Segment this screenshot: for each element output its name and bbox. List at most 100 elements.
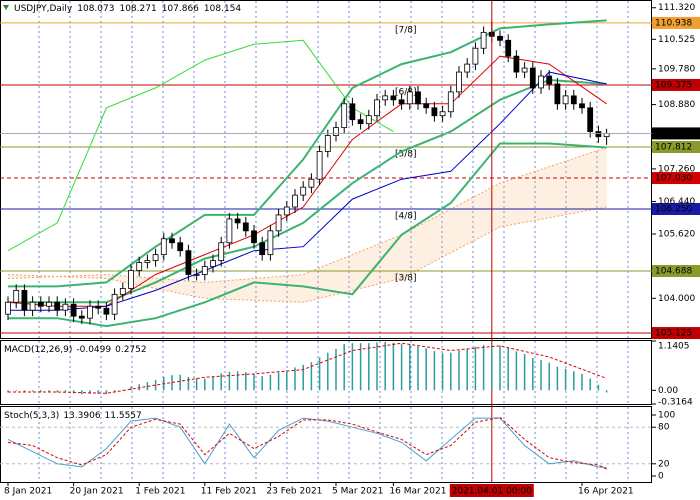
candle-body xyxy=(349,103,356,121)
candle-body xyxy=(595,131,602,138)
y-tick-label: 107.260 xyxy=(658,164,695,174)
y-tick-label: 108.880 xyxy=(658,100,695,110)
x-tick-label: 16 Mar 2021 xyxy=(389,487,446,497)
candle-body xyxy=(54,301,61,311)
candle-body xyxy=(374,99,380,117)
candle-body xyxy=(431,107,438,117)
candle-body xyxy=(128,270,134,289)
candle-body xyxy=(341,103,348,129)
cloud-edge xyxy=(7,147,607,283)
level-tag: [5/8] xyxy=(395,149,417,159)
x-tick-label: 20 Jan 2021 xyxy=(70,487,124,497)
candle-body xyxy=(505,39,512,57)
y-tick-label: -0.3164 xyxy=(658,398,693,408)
indicator-line xyxy=(7,416,607,470)
candle-body xyxy=(259,242,266,256)
candle-body xyxy=(62,303,69,311)
candle-body xyxy=(103,307,110,315)
indicator-line xyxy=(8,19,607,288)
crosshair-label: 2021.04.01 00:00 xyxy=(452,487,533,497)
candle-body xyxy=(521,67,528,73)
candle-body xyxy=(456,71,462,93)
candle-body xyxy=(275,214,282,232)
x-tick-label: 1 Feb 2021 xyxy=(135,487,185,497)
candle-body xyxy=(87,305,93,319)
title-part: Stoch(5,3,3) xyxy=(4,411,59,421)
level-value: 104.688 xyxy=(655,266,692,276)
candle-body xyxy=(169,238,175,244)
x-tick-label: 11 Feb 2021 xyxy=(201,487,257,497)
panel-title: Stoch(5,3,3) 13.3906 11.5557 xyxy=(4,411,142,421)
candle-body xyxy=(423,103,430,109)
level-box xyxy=(652,140,700,153)
header-part: USDJPY,Daily xyxy=(14,4,73,14)
y-tick-label: 111.320 xyxy=(658,3,695,13)
title-part: 0.2752 xyxy=(115,345,147,355)
candle-body xyxy=(78,315,85,319)
level-box xyxy=(652,78,700,91)
indicator-line xyxy=(8,142,607,328)
candle-body xyxy=(365,115,372,125)
candle-body xyxy=(193,274,200,276)
y-tick-label: 80 xyxy=(658,423,670,433)
level-value: 106.250 xyxy=(655,204,692,214)
indicator-line xyxy=(7,39,394,252)
candle-body xyxy=(480,31,487,49)
candle-body xyxy=(439,111,446,117)
level-value: 107.812 xyxy=(655,142,692,152)
macd-panel xyxy=(0,340,652,405)
candle-body xyxy=(160,238,167,256)
title-part: 13.3906 xyxy=(63,411,100,421)
crosshair-box xyxy=(449,484,534,497)
level-box xyxy=(652,264,700,277)
candle-body xyxy=(13,289,20,303)
candle-body xyxy=(316,151,323,180)
level-value: 107.030 xyxy=(655,174,692,184)
candle-body xyxy=(37,301,44,307)
y-tick-label: 106.440 xyxy=(658,197,695,207)
candle-body xyxy=(603,133,610,138)
y-tick-label: 100 xyxy=(658,411,675,421)
candle-body xyxy=(136,262,143,271)
candle-body xyxy=(46,301,52,307)
candle-body xyxy=(587,107,594,132)
level-box xyxy=(652,172,700,185)
candle-body xyxy=(283,206,290,216)
x-tick-label: 23 Feb 2021 xyxy=(266,487,322,497)
candle-body xyxy=(579,103,585,109)
candle-body xyxy=(308,178,315,188)
y-tick-label: 0.00 xyxy=(658,386,678,396)
cloud-fill xyxy=(8,147,607,303)
price-panel xyxy=(0,0,652,339)
candle-body xyxy=(152,254,159,261)
y-tick-label: 105.620 xyxy=(658,230,695,240)
candle-body xyxy=(324,135,331,152)
candle-body xyxy=(177,242,184,252)
header-part: 108.073 xyxy=(77,4,114,14)
candle-body xyxy=(333,127,339,136)
x-tick-label: 8 Jan 2021 xyxy=(4,487,52,497)
candle-body xyxy=(201,266,208,275)
y-tick-label: 109.780 xyxy=(658,64,695,74)
candle-body xyxy=(185,250,192,275)
candle-body xyxy=(357,119,364,125)
candle-body xyxy=(21,289,28,311)
title-part: -0.0499 xyxy=(76,345,111,355)
level-tag: [7/8] xyxy=(395,25,417,35)
y-tick-label: 104.000 xyxy=(658,294,695,304)
candle-body xyxy=(513,55,520,73)
candle-body xyxy=(497,35,503,41)
candle-body xyxy=(111,293,118,315)
x-tick-label: 5 Mar 2021 xyxy=(332,487,383,497)
candle-body xyxy=(251,230,257,244)
panel-title: MACD(12,26,9) -0.0499 0.2752 xyxy=(4,345,147,355)
candle-body xyxy=(292,194,298,208)
candle-body xyxy=(300,186,307,196)
level-value: 109.375 xyxy=(655,80,692,90)
symbol-icon xyxy=(3,5,9,10)
candle-body xyxy=(398,99,405,105)
candle-body xyxy=(210,260,216,267)
